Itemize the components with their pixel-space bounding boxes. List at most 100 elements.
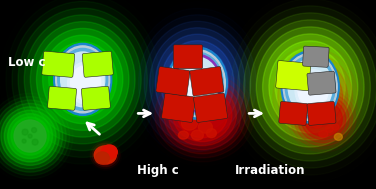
- Ellipse shape: [291, 89, 356, 149]
- Ellipse shape: [325, 125, 334, 132]
- Ellipse shape: [164, 81, 241, 150]
- Ellipse shape: [30, 22, 135, 137]
- FancyBboxPatch shape: [307, 101, 336, 125]
- Text: Low c: Low c: [8, 56, 45, 69]
- FancyBboxPatch shape: [81, 86, 111, 110]
- Ellipse shape: [298, 73, 328, 108]
- Ellipse shape: [159, 76, 246, 154]
- FancyBboxPatch shape: [173, 45, 203, 69]
- Text: Irradiation: Irradiation: [235, 164, 305, 177]
- Ellipse shape: [178, 131, 188, 139]
- FancyBboxPatch shape: [156, 67, 190, 96]
- FancyBboxPatch shape: [47, 86, 77, 110]
- Ellipse shape: [199, 121, 212, 133]
- Ellipse shape: [56, 46, 110, 113]
- FancyBboxPatch shape: [279, 101, 308, 125]
- Ellipse shape: [155, 34, 240, 132]
- Ellipse shape: [22, 129, 28, 135]
- Ellipse shape: [144, 21, 251, 145]
- Ellipse shape: [170, 50, 225, 117]
- Ellipse shape: [288, 60, 332, 114]
- FancyBboxPatch shape: [307, 71, 336, 95]
- Ellipse shape: [155, 72, 250, 158]
- Ellipse shape: [95, 152, 109, 164]
- Ellipse shape: [18, 8, 147, 151]
- FancyBboxPatch shape: [194, 93, 227, 122]
- FancyBboxPatch shape: [42, 51, 75, 77]
- FancyBboxPatch shape: [82, 51, 113, 77]
- Ellipse shape: [28, 134, 32, 138]
- FancyBboxPatch shape: [276, 60, 311, 91]
- Ellipse shape: [161, 41, 234, 126]
- Ellipse shape: [177, 93, 227, 138]
- Ellipse shape: [256, 27, 364, 147]
- Ellipse shape: [90, 141, 120, 169]
- Ellipse shape: [101, 145, 117, 159]
- Ellipse shape: [58, 48, 108, 110]
- Ellipse shape: [138, 15, 256, 152]
- Ellipse shape: [173, 89, 232, 142]
- Text: High c: High c: [137, 164, 179, 177]
- Ellipse shape: [297, 95, 349, 143]
- Ellipse shape: [71, 66, 101, 100]
- Ellipse shape: [244, 13, 376, 161]
- Ellipse shape: [250, 20, 370, 154]
- Ellipse shape: [24, 15, 141, 144]
- Ellipse shape: [206, 129, 217, 138]
- Ellipse shape: [171, 52, 223, 114]
- Ellipse shape: [32, 139, 38, 145]
- Ellipse shape: [301, 98, 346, 139]
- Ellipse shape: [295, 70, 331, 112]
- Ellipse shape: [94, 145, 116, 165]
- Ellipse shape: [11, 117, 49, 155]
- Ellipse shape: [12, 1, 153, 157]
- Ellipse shape: [262, 34, 358, 140]
- Ellipse shape: [288, 66, 343, 128]
- Ellipse shape: [92, 143, 118, 167]
- Ellipse shape: [182, 67, 217, 105]
- Ellipse shape: [42, 35, 123, 124]
- Ellipse shape: [0, 100, 66, 172]
- Ellipse shape: [14, 120, 46, 152]
- Ellipse shape: [176, 57, 219, 109]
- Ellipse shape: [150, 28, 245, 139]
- Ellipse shape: [334, 133, 343, 140]
- Ellipse shape: [8, 114, 53, 159]
- Ellipse shape: [275, 48, 345, 126]
- Ellipse shape: [1, 107, 59, 165]
- FancyBboxPatch shape: [162, 93, 196, 122]
- Ellipse shape: [332, 124, 339, 130]
- Ellipse shape: [181, 116, 197, 130]
- Ellipse shape: [283, 53, 337, 120]
- Ellipse shape: [167, 47, 227, 119]
- FancyBboxPatch shape: [190, 67, 224, 96]
- Ellipse shape: [312, 120, 322, 128]
- Ellipse shape: [319, 130, 328, 137]
- Ellipse shape: [185, 70, 214, 102]
- Ellipse shape: [68, 62, 104, 104]
- Ellipse shape: [173, 54, 221, 112]
- Ellipse shape: [278, 55, 353, 139]
- Ellipse shape: [283, 60, 348, 133]
- Ellipse shape: [168, 84, 237, 146]
- Ellipse shape: [0, 97, 70, 176]
- Ellipse shape: [94, 146, 116, 164]
- Ellipse shape: [285, 56, 335, 118]
- Ellipse shape: [61, 52, 105, 107]
- Ellipse shape: [167, 47, 228, 119]
- Ellipse shape: [4, 110, 56, 162]
- Ellipse shape: [294, 92, 353, 146]
- Ellipse shape: [22, 139, 26, 143]
- Ellipse shape: [54, 43, 112, 115]
- Ellipse shape: [36, 28, 129, 130]
- Ellipse shape: [237, 6, 376, 168]
- Ellipse shape: [304, 101, 343, 136]
- Ellipse shape: [191, 130, 203, 140]
- Ellipse shape: [0, 103, 63, 169]
- Ellipse shape: [281, 51, 339, 123]
- FancyBboxPatch shape: [303, 46, 329, 67]
- Ellipse shape: [273, 49, 358, 145]
- Ellipse shape: [269, 41, 352, 133]
- Ellipse shape: [49, 42, 117, 117]
- Ellipse shape: [32, 128, 36, 132]
